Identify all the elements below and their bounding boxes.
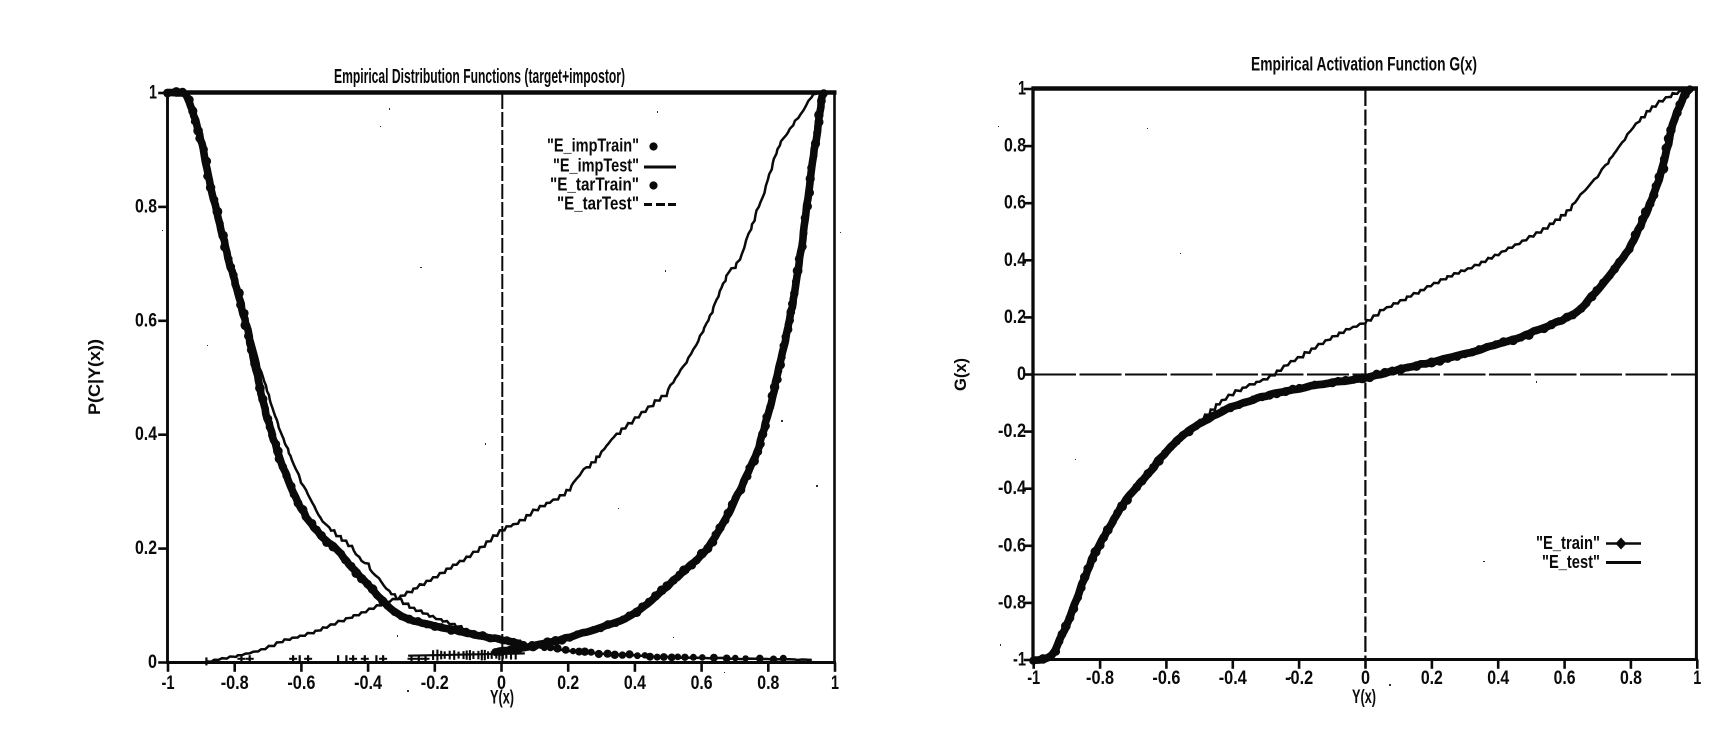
svg-text:0.4: 0.4	[1004, 250, 1026, 271]
svg-text:-0.8: -0.8	[221, 673, 249, 694]
svg-text:0.8: 0.8	[1004, 136, 1026, 157]
svg-text:-0.2: -0.2	[421, 673, 449, 694]
svg-text:-1: -1	[162, 673, 175, 694]
svg-text:"E_tarTest": "E_tarTest"	[557, 194, 639, 214]
svg-text:-0.6: -0.6	[998, 535, 1026, 556]
svg-text:0.4: 0.4	[624, 673, 646, 694]
svg-text:0.6: 0.6	[691, 673, 713, 694]
svg-text:"E_impTrain": "E_impTrain"	[547, 136, 639, 156]
svg-text:0: 0	[497, 673, 506, 694]
svg-text:0.8: 0.8	[1620, 668, 1642, 689]
svg-text:"E_test": "E_test"	[1542, 552, 1600, 572]
svg-text:-1: -1	[1013, 650, 1026, 671]
svg-text:-0.4: -0.4	[1219, 668, 1247, 689]
svg-text:"E_train": "E_train"	[1536, 533, 1600, 553]
svg-text:0.8: 0.8	[135, 196, 157, 217]
svg-text:G(x): G(x)	[951, 358, 970, 391]
svg-text:-0.4: -0.4	[354, 673, 382, 694]
svg-text:0.4: 0.4	[1487, 668, 1509, 689]
svg-text:0.2: 0.2	[557, 673, 579, 694]
svg-text:1: 1	[1693, 668, 1701, 689]
svg-text:-0.2: -0.2	[1285, 668, 1313, 689]
svg-text:"E_tarTrain": "E_tarTrain"	[550, 175, 639, 195]
svg-text:-0.4: -0.4	[998, 478, 1026, 499]
svg-text:0: 0	[1017, 364, 1026, 385]
svg-text:0.6: 0.6	[1004, 193, 1026, 214]
svg-text:0.2: 0.2	[1004, 307, 1026, 328]
svg-text:0: 0	[148, 652, 157, 673]
svg-text:"E_impTest": "E_impTest"	[553, 156, 639, 176]
svg-text:1: 1	[1018, 79, 1026, 100]
svg-text:0.4: 0.4	[135, 424, 157, 445]
svg-text:1: 1	[149, 83, 157, 104]
svg-text:Y(x): Y(x)	[490, 688, 514, 709]
svg-text:-0.8: -0.8	[1086, 668, 1114, 689]
svg-text:0: 0	[1361, 668, 1370, 689]
svg-text:-0.6: -0.6	[287, 673, 315, 694]
svg-text:P(C|Y(x)): P(C|Y(x))	[85, 339, 104, 415]
svg-text:0.2: 0.2	[1421, 668, 1443, 689]
svg-text:Empirical Distribution Functio: Empirical Distribution Functions (target…	[334, 65, 625, 88]
svg-text:0.2: 0.2	[135, 538, 157, 559]
svg-text:-0.2: -0.2	[998, 421, 1026, 442]
svg-text:Empirical Activation Function: Empirical Activation Function G(x)	[1251, 55, 1477, 76]
svg-text:-0.8: -0.8	[998, 592, 1026, 613]
svg-text:0.6: 0.6	[1554, 668, 1576, 689]
svg-text:-1: -1	[1027, 668, 1040, 689]
svg-text:-0.6: -0.6	[1152, 668, 1180, 689]
svg-text:1: 1	[831, 673, 839, 694]
svg-text:0.6: 0.6	[135, 310, 157, 331]
svg-text:Y(x): Y(x)	[1352, 687, 1376, 708]
svg-text:0.8: 0.8	[757, 673, 779, 694]
